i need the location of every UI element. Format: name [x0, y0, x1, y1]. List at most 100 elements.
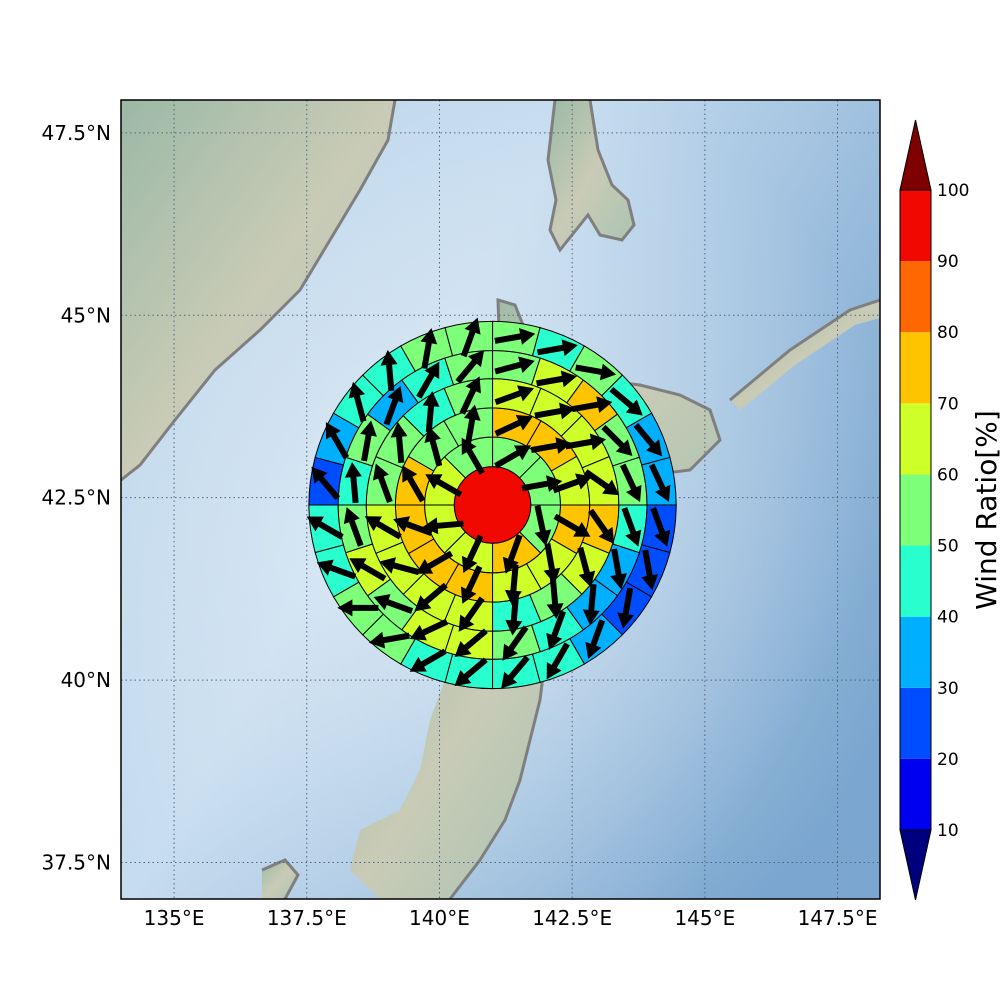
wind-arrow-49	[349, 558, 387, 582]
wind-arrow-58	[575, 363, 617, 381]
wind-arrow-45	[502, 625, 529, 661]
wind-arrow-0	[494, 445, 532, 469]
wind-arrow-32	[372, 463, 393, 504]
wind-arrow-1	[521, 475, 563, 493]
land-mainland	[121, 100, 395, 480]
wind-arrow-56	[494, 327, 536, 345]
axis-tick-labels: 135°E 137.5°E 140°E 142.5°E 145°E 147.5°E 37.5…	[42, 121, 878, 930]
wind-arrow-9	[530, 437, 572, 454]
wind-arrow-11	[553, 513, 591, 537]
wind-arrow-44	[546, 610, 566, 650]
wind-arrow-77	[380, 349, 398, 392]
wind-arrow-37	[536, 370, 577, 388]
wind-arrow-67	[501, 655, 530, 689]
wind-arrow-60	[633, 423, 663, 457]
colorbar-tick-10: 10	[937, 821, 959, 841]
wind-arrow-39	[601, 424, 633, 457]
wind-arrow-73	[306, 516, 344, 540]
map-panel	[121, 100, 880, 899]
x-tick-label-1: 137.5°E	[267, 906, 347, 930]
wind-arrow-72	[316, 559, 357, 580]
x-tick-label-5: 147.5°E	[798, 906, 878, 930]
wind-arrow-10	[552, 473, 593, 494]
wind-arrow-42	[610, 548, 628, 590]
wind-arrow-31	[364, 516, 402, 540]
colorbar: 10 20 30 40 50 60 70 80 90 100 Wind Ratio[%]	[899, 119, 1000, 901]
wind-arrow-30	[379, 557, 420, 576]
wind-arrow-53	[383, 385, 404, 426]
wind-arrow-51	[344, 462, 362, 504]
colorbar-band-50	[900, 474, 931, 546]
x-tick-label-3: 142.5°E	[532, 906, 612, 930]
center-disk	[453, 466, 532, 544]
colorbar-band-70	[900, 332, 931, 404]
sector-rings	[308, 320, 677, 690]
wind-arrow-57	[536, 339, 578, 357]
colorbar-band-30	[900, 616, 931, 688]
wind-arrow-19	[463, 404, 481, 446]
wind-arrow-41	[621, 507, 642, 547]
wind-arrow-78	[420, 328, 438, 370]
land-sakhalin	[548, 100, 634, 250]
y-tick-label-4: 47.5°N	[42, 121, 112, 145]
y-tick-label-3: 45°N	[61, 303, 111, 327]
wind-arrow-46	[454, 628, 488, 658]
colorbar-tick-80: 80	[937, 323, 959, 343]
colorbar-tick-70: 70	[937, 394, 959, 414]
colorbar-tick-50: 50	[937, 537, 959, 557]
wind-arrow-71	[337, 599, 379, 617]
wind-arrow-24	[588, 508, 615, 545]
colorbar-tick-90: 90	[937, 252, 959, 272]
wind-arrow-79	[460, 317, 481, 358]
map-frame	[120, 99, 881, 900]
wind-arrow-14	[460, 565, 483, 604]
wind-arrow-62	[650, 507, 671, 547]
wind-arrow-28	[458, 596, 485, 632]
wind-arrow-40	[620, 463, 642, 503]
wind-arrow-69	[409, 648, 447, 672]
wind-arrow-55	[455, 350, 485, 384]
colorbar-band-10	[900, 758, 931, 830]
x-tick-label-0: 135°E	[144, 906, 205, 930]
wind-arrow-76	[348, 381, 367, 423]
colorbar-frame	[899, 189, 932, 831]
y-tick-label-0: 37.5°N	[42, 851, 112, 875]
colorbar-band-90	[900, 190, 931, 262]
wind-arrow-21	[534, 402, 576, 420]
wind-arrow-20	[494, 385, 535, 406]
wind-arrow-18	[424, 426, 443, 467]
wind-arrow-68	[454, 657, 488, 687]
wind-arrow-22	[565, 433, 607, 451]
colorbar-title: Wind Ratio[%]	[970, 410, 1000, 610]
wind-arrow-3	[502, 534, 523, 574]
wind-arrow-59	[609, 386, 643, 416]
colorbar-tick-20: 20	[937, 750, 959, 770]
wind-arrow-29	[414, 582, 448, 612]
land-kurils	[730, 300, 880, 410]
y-tick-label-2: 42.5°N	[42, 486, 112, 510]
wind-arrow-4	[461, 534, 484, 574]
wind-arrow-33	[390, 421, 408, 464]
wind-arrow-34	[422, 391, 440, 433]
colorbar-extend-under	[899, 829, 932, 901]
wind-arrow-54	[416, 361, 440, 399]
wind-arrow-7	[461, 437, 485, 475]
colorbar-band-60	[900, 403, 931, 475]
wind-arrow-27	[505, 594, 523, 636]
wind-arrows	[306, 317, 671, 689]
wind-arrow-16	[393, 516, 433, 536]
x-tick-label-2: 140°E	[409, 906, 470, 930]
wind-arrow-74	[311, 466, 341, 501]
colorbar-band-80	[900, 261, 931, 333]
colorbar-band-40	[900, 545, 931, 617]
wind-arrow-63	[641, 549, 659, 591]
colorbar-tick-100: 100	[937, 181, 969, 201]
wind-arrow-70	[368, 631, 410, 649]
wind-arrow-47	[409, 618, 449, 641]
wind-arrow-17	[402, 465, 426, 503]
wind-arrow-65	[585, 619, 606, 659]
wind-arrow-12	[543, 543, 561, 584]
wind-arrow-15	[416, 550, 454, 574]
colorbar-band-20	[900, 687, 931, 759]
